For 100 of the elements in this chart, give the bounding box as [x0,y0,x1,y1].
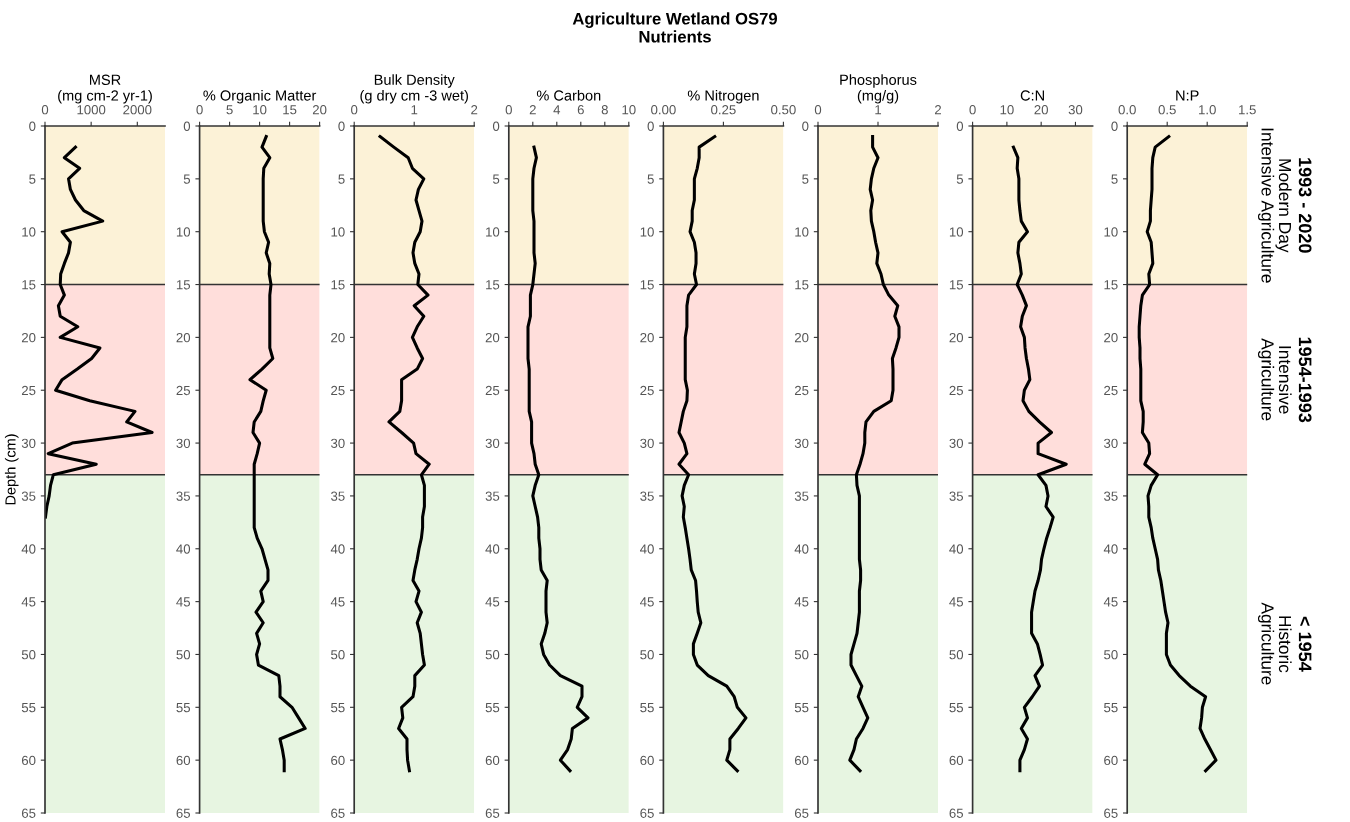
y-tick-label: 30 [794,438,809,448]
x-tick-label: 0.50 [771,105,796,115]
x-tick-label: 2 [935,105,942,115]
y-tick-label: 0 [183,121,191,131]
y-tick-label: 65 [1104,808,1118,818]
y-tick-label: 5 [647,174,654,184]
x-axis-title: Phosphorus (mg/g) [840,74,917,104]
y-tick-label: 35 [1104,491,1118,501]
y-tick-label: 0 [338,121,345,131]
x-tick-label: 0 [41,105,49,115]
y-tick-label: 45 [176,597,191,607]
y-tick-label: 50 [640,650,654,660]
x-tick-label: 1.0 [1199,105,1216,115]
y-tick-label: 15 [1104,280,1118,290]
y-tick-label: 40 [794,544,809,554]
y-tick-label: 0 [956,121,964,131]
y-tick-label: 55 [640,703,654,713]
x-tick-label: 1 [411,105,418,115]
y-tick-label: 0 [647,121,654,131]
x-tick-label: 10 [1000,105,1014,115]
y-tick-label: 55 [331,703,345,713]
y-tick-label: 65 [331,808,345,818]
y-tick-label: 15 [486,280,500,290]
y-tick-label: 30 [485,438,500,448]
x-tick-label: 4 [553,105,561,115]
y-tick-label: 30 [949,438,964,448]
y-tick-label: 20 [331,332,345,343]
y-tick-label: 40 [485,544,500,554]
y-tick-label: 25 [21,385,36,396]
x-tick-label: 2000 [123,105,152,115]
y-tick-label: 10 [486,227,500,237]
y-tick-label: 25 [949,385,964,396]
x-tick-label: 1000 [77,105,106,115]
band-label: < 1954 [1298,616,1312,672]
y-tick-label: 30 [21,438,36,448]
y-tick-label: 15 [331,280,345,290]
y-tick-label: 5 [183,174,191,184]
y-tick-label: 40 [330,544,345,554]
band-label: 1954-1993 [1298,337,1312,423]
y-tick-label: 5 [802,174,809,184]
x-tick-label: 6 [577,105,584,115]
y-tick-label: 65 [21,808,36,818]
y-tick-label: 5 [492,174,500,184]
x-axis-title: N:P [1176,90,1199,101]
y-tick-label: 65 [640,808,654,818]
y-tick-label: 0 [802,121,809,131]
x-tick-label: 1 [875,105,882,115]
y-tick-label: 10 [176,227,191,237]
y-axis-title: Depth (cm) [4,434,19,505]
y-tick-label: 20 [949,332,964,343]
y-tick-label: 60 [21,755,36,766]
y-tick-label: 30 [331,438,345,448]
y-tick-label: 55 [176,703,191,713]
y-tick-label: 35 [640,491,654,501]
chart-title: Agriculture Wetland OS79 Nutrients [572,12,778,43]
y-tick-label: 20 [1104,332,1118,343]
text: Historic Agriculture [1257,602,1292,685]
y-tick-label: 50 [331,650,345,660]
y-tick-label: 35 [485,491,500,501]
y-tick-label: 10 [22,227,36,237]
x-axis-title: Bulk Density (g dry cm -3 wet) [360,74,468,104]
y-tick-label: 0 [29,121,36,131]
x-tick-label: 8 [601,105,608,115]
y-tick-label: 60 [794,755,809,766]
y-tick-label: 55 [21,703,36,713]
y-tick-label: 45 [949,597,964,607]
x-tick-label: 0 [505,105,512,115]
y-tick-label: 35 [331,491,345,501]
x-tick-label: 0 [969,105,976,115]
y-tick-label: 15 [949,280,964,290]
y-tick-label: 65 [949,808,964,818]
y-tick-label: 15 [795,280,809,290]
x-tick-label: 0 [196,105,203,115]
y-tick-label: 20 [21,332,36,343]
y-tick-label: 40 [1103,544,1118,554]
y-tick-label: 25 [331,385,345,396]
y-tick-label: 60 [949,755,964,766]
y-tick-label: 60 [640,755,654,766]
y-tick-label: 60 [485,755,500,766]
y-tick-label: 55 [794,703,809,713]
y-tick-label: 5 [956,174,964,184]
y-tick-label: 15 [176,280,191,290]
y-tick-label: 20 [176,332,191,343]
x-tick-label: 20 [1034,105,1048,115]
y-tick-label: 30 [640,438,654,448]
y-tick-label: 25 [176,385,191,396]
y-tick-label: 35 [176,491,191,501]
y-tick-label: 60 [1104,755,1118,766]
y-tick-label: 50 [485,650,500,660]
y-tick-label: 40 [21,544,36,554]
x-tick-label: 15 [283,105,297,115]
y-tick-label: 0 [1111,121,1118,131]
y-tick-label: 35 [949,491,964,501]
x-tick-label: 10 [253,105,267,115]
y-tick-label: 45 [794,597,809,607]
x-tick-label: 1.5 [1239,105,1256,115]
x-tick-label: 0.0 [1118,105,1136,115]
y-tick-label: 10 [795,227,809,237]
band-label: 1993 - 2020 [1298,158,1312,253]
text: Modern Day Intensive Agriculture [1257,128,1292,283]
